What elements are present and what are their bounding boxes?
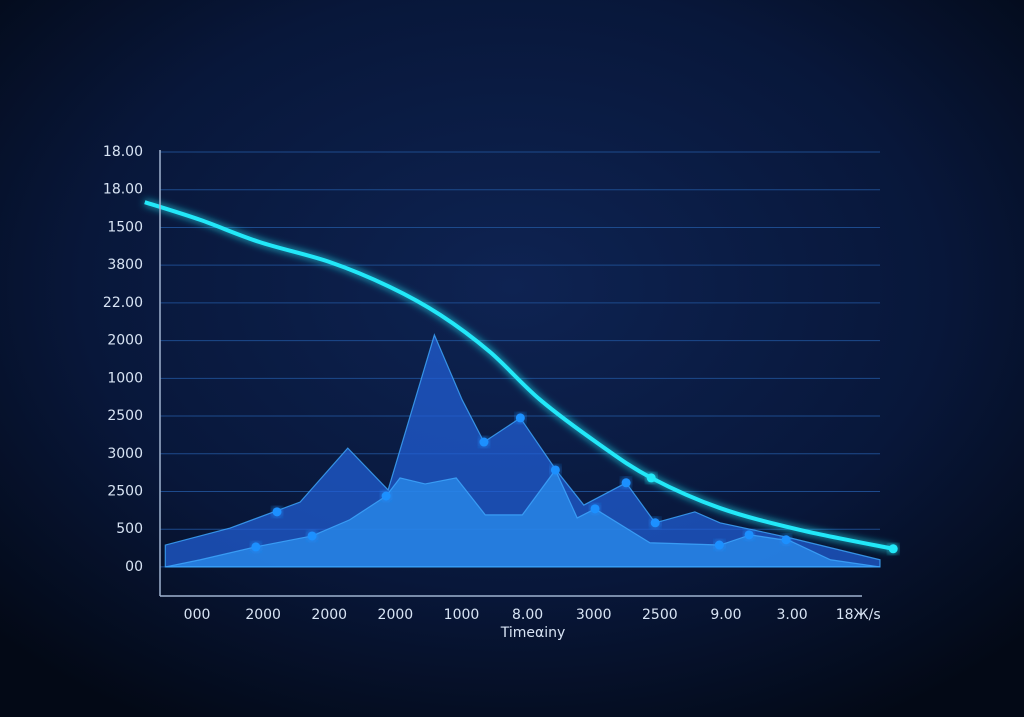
point xyxy=(251,542,261,552)
point xyxy=(479,437,489,447)
x-tick-label: 000 xyxy=(184,607,211,623)
plot xyxy=(144,200,898,583)
y-tick-label: 500 xyxy=(116,521,143,537)
x-tick-label: 2500 xyxy=(642,607,678,623)
y-tick-label: 2500 xyxy=(107,483,143,499)
point xyxy=(744,530,754,540)
y-tick-label: 18.00 xyxy=(103,182,143,198)
y-tick-label: 2000 xyxy=(107,333,143,349)
x-tick-label: 2000 xyxy=(311,607,347,623)
area xyxy=(165,468,881,568)
x-tick-label: 3.00 xyxy=(776,607,807,623)
x-axis-title: Timeαiny xyxy=(500,625,566,641)
point xyxy=(650,518,660,528)
area xyxy=(164,333,881,568)
point xyxy=(714,540,724,550)
point xyxy=(781,535,791,545)
line xyxy=(144,200,894,551)
point xyxy=(590,504,600,514)
point xyxy=(307,531,317,541)
y-tick-label: 3000 xyxy=(107,446,143,462)
point xyxy=(888,544,898,554)
y-tick-label: 18.00 xyxy=(103,144,143,160)
point xyxy=(515,413,525,423)
x-tick-label: 1000 xyxy=(444,607,480,623)
y-tick-label: 1500 xyxy=(107,219,143,235)
point xyxy=(381,491,391,501)
point xyxy=(272,507,282,517)
point xyxy=(621,478,631,488)
x-tick-label: 3000 xyxy=(576,607,612,623)
y-tick-label: 2500 xyxy=(107,408,143,424)
x-tick-label: 2000 xyxy=(378,607,414,623)
y-tick-label: 1000 xyxy=(107,370,143,386)
x-tick-label: 9.00 xyxy=(710,607,741,623)
x-tick-label: 8.00 xyxy=(512,607,543,623)
point xyxy=(550,465,560,475)
x-tick-label: 18Ж/s xyxy=(836,607,881,623)
point xyxy=(646,473,656,483)
y-tick-label: 00 xyxy=(125,559,143,575)
x-tick-label: 2000 xyxy=(245,607,281,623)
y-tick-label: 3800 xyxy=(107,257,143,273)
y-tick-label: 22.00 xyxy=(103,295,143,311)
